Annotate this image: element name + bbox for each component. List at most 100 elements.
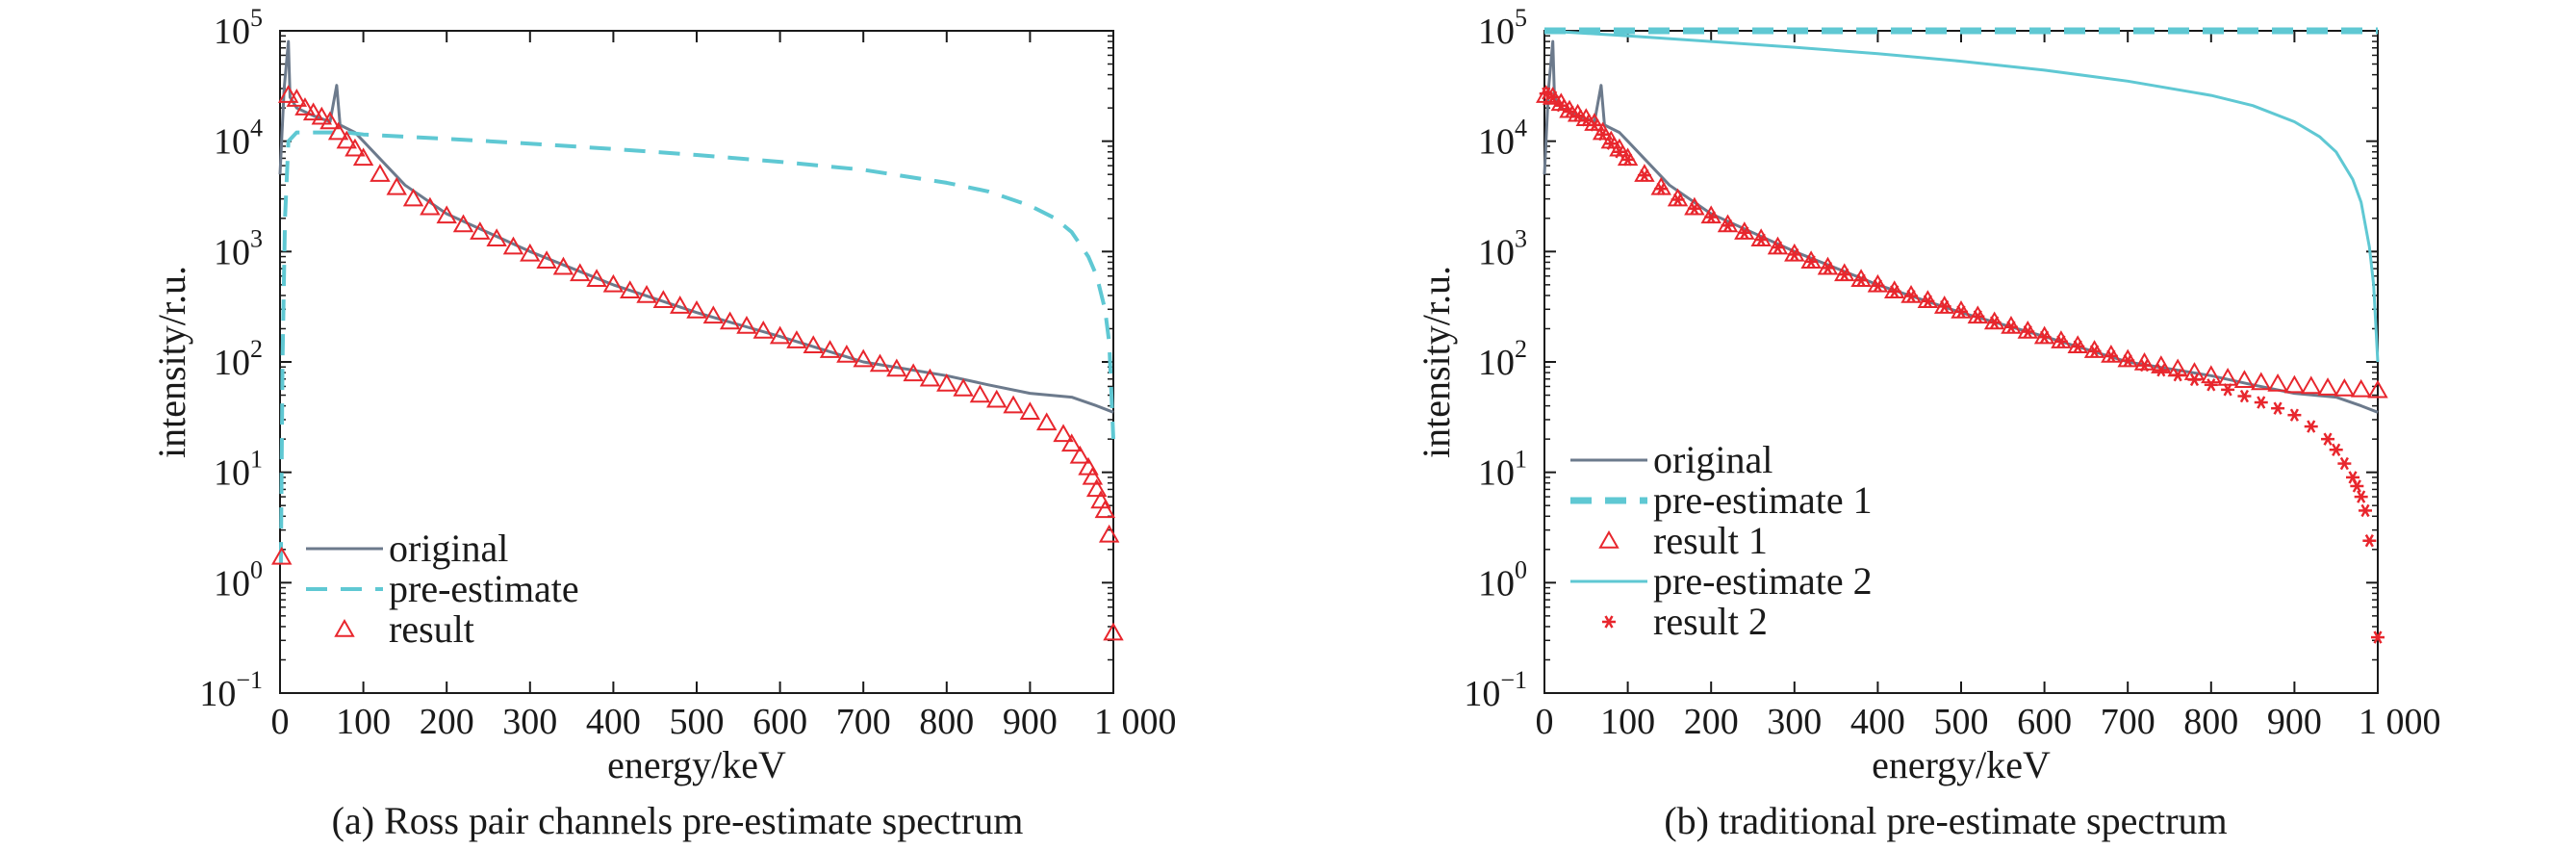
- triangle-marker: [1817, 256, 1839, 275]
- triangle-marker: [1850, 269, 1872, 287]
- asterisk-marker: [2371, 630, 2385, 644]
- triangle-marker: [452, 214, 474, 233]
- y-tick-label: 102: [1478, 335, 1527, 383]
- asterisk-marker: [1971, 310, 1985, 323]
- triangle-marker: [619, 280, 641, 298]
- triangle-marker: [919, 368, 941, 387]
- asterisk-marker: [2254, 396, 2268, 409]
- triangle-marker: [2350, 378, 2372, 398]
- triangle-marker: [1103, 622, 1124, 641]
- triangle-marker: [352, 147, 374, 167]
- triangle-marker: [2251, 372, 2272, 391]
- asterisk-marker: [2104, 349, 2118, 363]
- x-tick-label: 200: [420, 702, 474, 742]
- triangle-marker: [986, 389, 1007, 408]
- x-tick-label: 600: [752, 702, 807, 742]
- x-tick-label: 0: [1536, 702, 1554, 742]
- triangle-marker: [869, 353, 891, 373]
- asterisk-marker: [1921, 295, 1935, 308]
- asterisk-marker: [2071, 340, 2085, 353]
- triangle-marker: [936, 373, 957, 392]
- triangle-marker: [1575, 108, 1597, 127]
- asterisk-marker: [1671, 193, 1685, 207]
- asterisk-marker: [2003, 321, 2018, 334]
- asterisk-marker: [1604, 137, 1619, 150]
- triangle-marker: [402, 188, 424, 207]
- asterisk-marker: [1737, 226, 1751, 240]
- x-ticks-b: 0 100 200 300 400 500 600 700 800 900 1 000: [1536, 31, 2441, 742]
- asterisk-marker: [2271, 401, 2285, 415]
- triangle-marker: [570, 263, 591, 282]
- series-line-original: [278, 39, 1114, 414]
- legend-item-pre-estimate-2: pre-estimate 2: [1570, 559, 1873, 603]
- triangle-marker: [1634, 164, 1655, 182]
- triangle-marker: [1900, 284, 1922, 303]
- asterisk-marker: [1937, 299, 1951, 314]
- asterisk-marker: [2121, 353, 2135, 368]
- y-tick-label: 105: [1478, 4, 1527, 52]
- triangle-marker: [1800, 250, 1822, 269]
- triangle-marker: [2033, 325, 2055, 345]
- triangle-marker: [1592, 121, 1614, 141]
- triangle-marker: [1767, 236, 1789, 255]
- y-tick-label: 10−1: [199, 666, 263, 714]
- x-tick-label: 0: [271, 702, 290, 742]
- x-tick-label: 800: [2183, 702, 2238, 742]
- y-axis-label-b: intensity/r.u.: [1415, 266, 1458, 458]
- legend-item-result: result: [334, 607, 474, 651]
- triangle-marker: [336, 130, 358, 149]
- x-tick-label: 700: [2101, 702, 2155, 742]
- triangle-marker: [1060, 433, 1083, 452]
- panel-b: 0 100 200 300 400 500 600 700 800 900 1 000 10−110…: [1415, 4, 2441, 842]
- triangle-marker: [2101, 345, 2122, 363]
- triangle-marker: [803, 335, 824, 353]
- triangle-marker: [370, 164, 391, 182]
- triangle-marker: [1784, 243, 1805, 262]
- triangle-marker: [736, 316, 757, 334]
- x-tick-label: 300: [502, 702, 557, 742]
- triangle-marker: [536, 250, 557, 269]
- triangle-marker: [586, 269, 607, 287]
- triangle-marker: [2017, 321, 2039, 339]
- series-line-original: [1543, 39, 2379, 414]
- asterisk-marker: [1771, 241, 1785, 254]
- triangle-marker: [886, 358, 907, 377]
- x-tick-label: 500: [670, 702, 725, 742]
- asterisk-marker: [2329, 443, 2343, 456]
- asterisk-marker: [1654, 182, 1669, 195]
- triangle-marker: [552, 256, 574, 275]
- legend-label: result 1: [1653, 519, 1768, 562]
- asterisk-marker: [2304, 420, 2318, 433]
- legend-label: pre-estimate: [389, 567, 579, 610]
- y-ticks-a: 10−1 100 101 102 103 104 105: [199, 4, 1113, 714]
- y-tick-label: 104: [1478, 115, 1527, 163]
- triangle-marker: [2201, 365, 2222, 384]
- x-tick-label: 100: [1600, 702, 1655, 742]
- triangle-marker: [786, 330, 807, 348]
- x-tick-label: 600: [2017, 702, 2072, 742]
- series-line-pre-estimate-2: [1543, 29, 2380, 363]
- triangle-marker: [1867, 273, 1889, 293]
- triangle-marker: [486, 228, 507, 247]
- asterisk-marker: [1612, 145, 1626, 159]
- triangle-marker: [2217, 368, 2238, 386]
- asterisk-marker: [1787, 247, 1801, 262]
- legend-item-original: original: [1570, 438, 1773, 481]
- triangle-marker: [636, 284, 657, 303]
- asterisk-marker: [1554, 99, 1569, 113]
- asterisk-marker: [1545, 90, 1560, 104]
- legend-item-pre-estimate: pre-estimate: [306, 567, 579, 610]
- plot-area-a: [271, 39, 1124, 641]
- triangle-marker: [1967, 305, 1989, 324]
- asterisk-marker: [2171, 368, 2185, 382]
- triangle-marker: [1085, 478, 1108, 498]
- asterisk-marker: [1871, 279, 1885, 293]
- x-axis-label-b: energy/keV: [1872, 743, 2051, 786]
- triangle-marker: [1003, 395, 1024, 414]
- triangle-marker: [953, 377, 974, 397]
- x-tick-label: 1 000: [2359, 702, 2441, 742]
- triangle-marker: [277, 85, 299, 103]
- legend-item-result-1: result 1: [1598, 519, 1768, 562]
